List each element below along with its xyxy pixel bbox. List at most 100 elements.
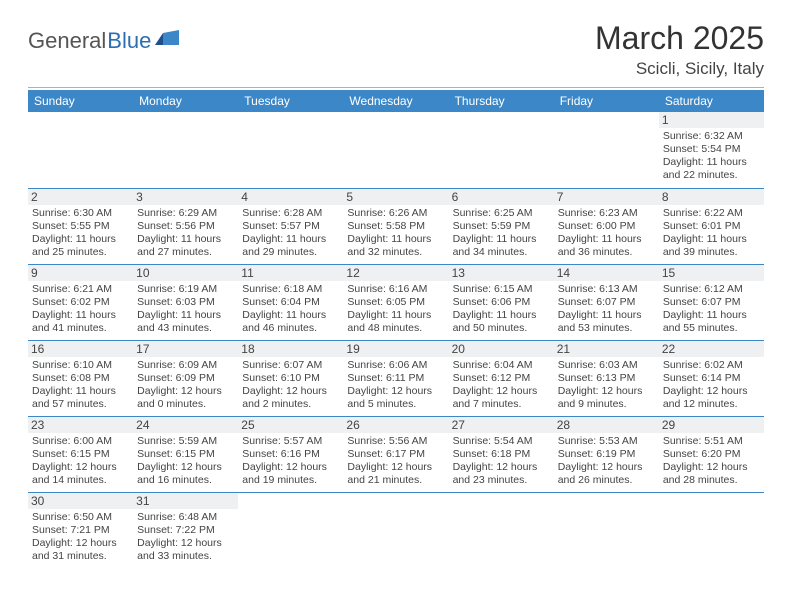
day-detail: Sunrise: 5:53 AMSunset: 6:19 PMDaylight:… <box>558 435 655 488</box>
day-number: 8 <box>659 189 764 205</box>
calendar-cell: 5 Sunrise: 6:26 AMSunset: 5:58 PMDaylight… <box>343 188 448 264</box>
weekday-header: Wednesday <box>343 90 448 112</box>
calendar-cell: 30 Sunrise: 6:50 AMSunset: 7:21 PMDayligh… <box>28 492 133 568</box>
weekday-header: Friday <box>554 90 659 112</box>
logo-mark-icon <box>155 28 181 51</box>
calendar-body: 1 Sunrise: 6:32 AMSunset: 5:54 PMDaylight… <box>28 112 764 568</box>
day-number: 27 <box>449 417 554 433</box>
day-detail: Sunrise: 5:54 AMSunset: 6:18 PMDaylight:… <box>453 435 550 488</box>
logo-text-general: General <box>28 28 106 54</box>
calendar-cell: 8 Sunrise: 6:22 AMSunset: 6:01 PMDaylight… <box>659 188 764 264</box>
day-number: 13 <box>449 265 554 281</box>
calendar-cell <box>554 112 659 188</box>
weekday-header: Tuesday <box>238 90 343 112</box>
calendar-cell: 22Sunrise: 6:02 AMSunset: 6:14 PMDayligh… <box>659 340 764 416</box>
calendar-cell: 17Sunrise: 6:09 AMSunset: 6:09 PMDayligh… <box>133 340 238 416</box>
day-number: 31 <box>133 493 238 509</box>
calendar-cell <box>449 492 554 568</box>
day-number: 7 <box>554 189 659 205</box>
weekday-header: Monday <box>133 90 238 112</box>
calendar-cell: 3 Sunrise: 6:29 AMSunset: 5:56 PMDaylight… <box>133 188 238 264</box>
calendar-cell <box>343 112 448 188</box>
calendar-cell <box>343 492 448 568</box>
calendar-cell: 25Sunrise: 5:57 AMSunset: 6:16 PMDayligh… <box>238 416 343 492</box>
day-number: 10 <box>133 265 238 281</box>
day-number: 6 <box>449 189 554 205</box>
day-number: 19 <box>343 341 448 357</box>
day-detail: Sunrise: 6:04 AMSunset: 6:12 PMDaylight:… <box>453 359 550 412</box>
day-detail: Sunrise: 6:19 AMSunset: 6:03 PMDaylight:… <box>137 283 234 336</box>
calendar-cell: 10 Sunrise: 6:19 AMSunset: 6:03 PMDayligh… <box>133 264 238 340</box>
day-detail: Sunrise: 5:59 AMSunset: 6:15 PMDaylight:… <box>137 435 234 488</box>
day-number: 1 <box>659 112 764 128</box>
location-text: Scicli, Sicily, Italy <box>595 59 764 79</box>
day-number: 28 <box>554 417 659 433</box>
day-detail: Sunrise: 6:50 AMSunset: 7:21 PMDaylight:… <box>32 511 129 564</box>
day-number: 5 <box>343 189 448 205</box>
calendar-cell: 13 Sunrise: 6:15 AMSunset: 6:06 PMDayligh… <box>449 264 554 340</box>
day-detail: Sunrise: 6:06 AMSunset: 6:11 PMDaylight:… <box>347 359 444 412</box>
calendar-row: 30 Sunrise: 6:50 AMSunset: 7:21 PMDayligh… <box>28 492 764 568</box>
calendar-cell: 11Sunrise: 6:18 AMSunset: 6:04 PMDayligh… <box>238 264 343 340</box>
weekday-header: Thursday <box>449 90 554 112</box>
day-number: 25 <box>238 417 343 433</box>
calendar-cell: 4 Sunrise: 6:28 AMSunset: 5:57 PMDaylight… <box>238 188 343 264</box>
calendar-row: 23 Sunrise: 6:00 AMSunset: 6:15 PMDayligh… <box>28 416 764 492</box>
day-number: 22 <box>659 341 764 357</box>
day-number: 23 <box>28 417 133 433</box>
calendar-cell: 12Sunrise: 6:16 AMSunset: 6:05 PMDayligh… <box>343 264 448 340</box>
calendar-cell <box>28 112 133 188</box>
calendar-cell: 2 Sunrise: 6:30 AMSunset: 5:55 PMDaylight… <box>28 188 133 264</box>
calendar-cell: 14 Sunrise: 6:13 AMSunset: 6:07 PMDayligh… <box>554 264 659 340</box>
day-number: 2 <box>28 189 133 205</box>
day-detail: Sunrise: 6:09 AMSunset: 6:09 PMDaylight:… <box>137 359 234 412</box>
calendar-cell <box>133 112 238 188</box>
day-detail: Sunrise: 6:18 AMSunset: 6:04 PMDaylight:… <box>242 283 339 336</box>
calendar-row: 1 Sunrise: 6:32 AMSunset: 5:54 PMDaylight… <box>28 112 764 188</box>
weekday-header: Saturday <box>659 90 764 112</box>
day-number: 14 <box>554 265 659 281</box>
day-detail: Sunrise: 6:29 AMSunset: 5:56 PMDaylight:… <box>137 207 234 260</box>
day-detail: Sunrise: 6:03 AMSunset: 6:13 PMDaylight:… <box>558 359 655 412</box>
day-detail: Sunrise: 6:26 AMSunset: 5:58 PMDaylight:… <box>347 207 444 260</box>
calendar-cell <box>659 492 764 568</box>
day-detail: Sunrise: 6:10 AMSunset: 6:08 PMDaylight:… <box>32 359 129 412</box>
day-detail: Sunrise: 6:16 AMSunset: 6:05 PMDaylight:… <box>347 283 444 336</box>
calendar-cell: 15 Sunrise: 6:12 AMSunset: 6:07 PMDayligh… <box>659 264 764 340</box>
page-header: General Blue March 2025 Scicli, Sicily, … <box>28 20 764 79</box>
calendar-cell: 9Sunrise: 6:21 AMSunset: 6:02 PMDaylight… <box>28 264 133 340</box>
day-detail: Sunrise: 6:07 AMSunset: 6:10 PMDaylight:… <box>242 359 339 412</box>
day-detail: Sunrise: 5:56 AMSunset: 6:17 PMDaylight:… <box>347 435 444 488</box>
day-number: 3 <box>133 189 238 205</box>
day-detail: Sunrise: 6:30 AMSunset: 5:55 PMDaylight:… <box>32 207 129 260</box>
day-number: 20 <box>449 341 554 357</box>
calendar-row: 16 Sunrise: 6:10 AMSunset: 6:08 PMDayligh… <box>28 340 764 416</box>
day-detail: Sunrise: 6:12 AMSunset: 6:07 PMDaylight:… <box>663 283 760 336</box>
day-number: 4 <box>238 189 343 205</box>
calendar-table: SundayMondayTuesdayWednesdayThursdayFrid… <box>28 90 764 568</box>
calendar-cell <box>449 112 554 188</box>
day-number: 29 <box>659 417 764 433</box>
calendar-cell: 27 Sunrise: 5:54 AMSunset: 6:18 PMDayligh… <box>449 416 554 492</box>
day-detail: Sunrise: 6:13 AMSunset: 6:07 PMDaylight:… <box>558 283 655 336</box>
day-number: 16 <box>28 341 133 357</box>
day-number: 30 <box>28 493 133 509</box>
day-detail: Sunrise: 6:22 AMSunset: 6:01 PMDaylight:… <box>663 207 760 260</box>
day-number: 15 <box>659 265 764 281</box>
calendar-row: 9Sunrise: 6:21 AMSunset: 6:02 PMDaylight… <box>28 264 764 340</box>
calendar-cell <box>238 492 343 568</box>
calendar-cell: 16 Sunrise: 6:10 AMSunset: 6:08 PMDayligh… <box>28 340 133 416</box>
day-detail: Sunrise: 6:00 AMSunset: 6:15 PMDaylight:… <box>32 435 129 488</box>
day-detail: Sunrise: 6:28 AMSunset: 5:57 PMDaylight:… <box>242 207 339 260</box>
calendar-cell: 6Sunrise: 6:25 AMSunset: 5:59 PMDaylight… <box>449 188 554 264</box>
calendar-cell: 20 Sunrise: 6:04 AMSunset: 6:12 PMDayligh… <box>449 340 554 416</box>
weekday-header-row: SundayMondayTuesdayWednesdayThursdayFrid… <box>28 90 764 112</box>
calendar-cell: 18Sunrise: 6:07 AMSunset: 6:10 PMDayligh… <box>238 340 343 416</box>
calendar-cell: 7 Sunrise: 6:23 AMSunset: 6:00 PMDaylight… <box>554 188 659 264</box>
calendar-cell <box>238 112 343 188</box>
day-detail: Sunrise: 6:23 AMSunset: 6:00 PMDaylight:… <box>558 207 655 260</box>
day-detail: Sunrise: 6:15 AMSunset: 6:06 PMDaylight:… <box>453 283 550 336</box>
day-detail: Sunrise: 6:32 AMSunset: 5:54 PMDaylight:… <box>663 130 760 183</box>
title-block: March 2025 Scicli, Sicily, Italy <box>595 20 764 79</box>
day-detail: Sunrise: 5:51 AMSunset: 6:20 PMDaylight:… <box>663 435 760 488</box>
